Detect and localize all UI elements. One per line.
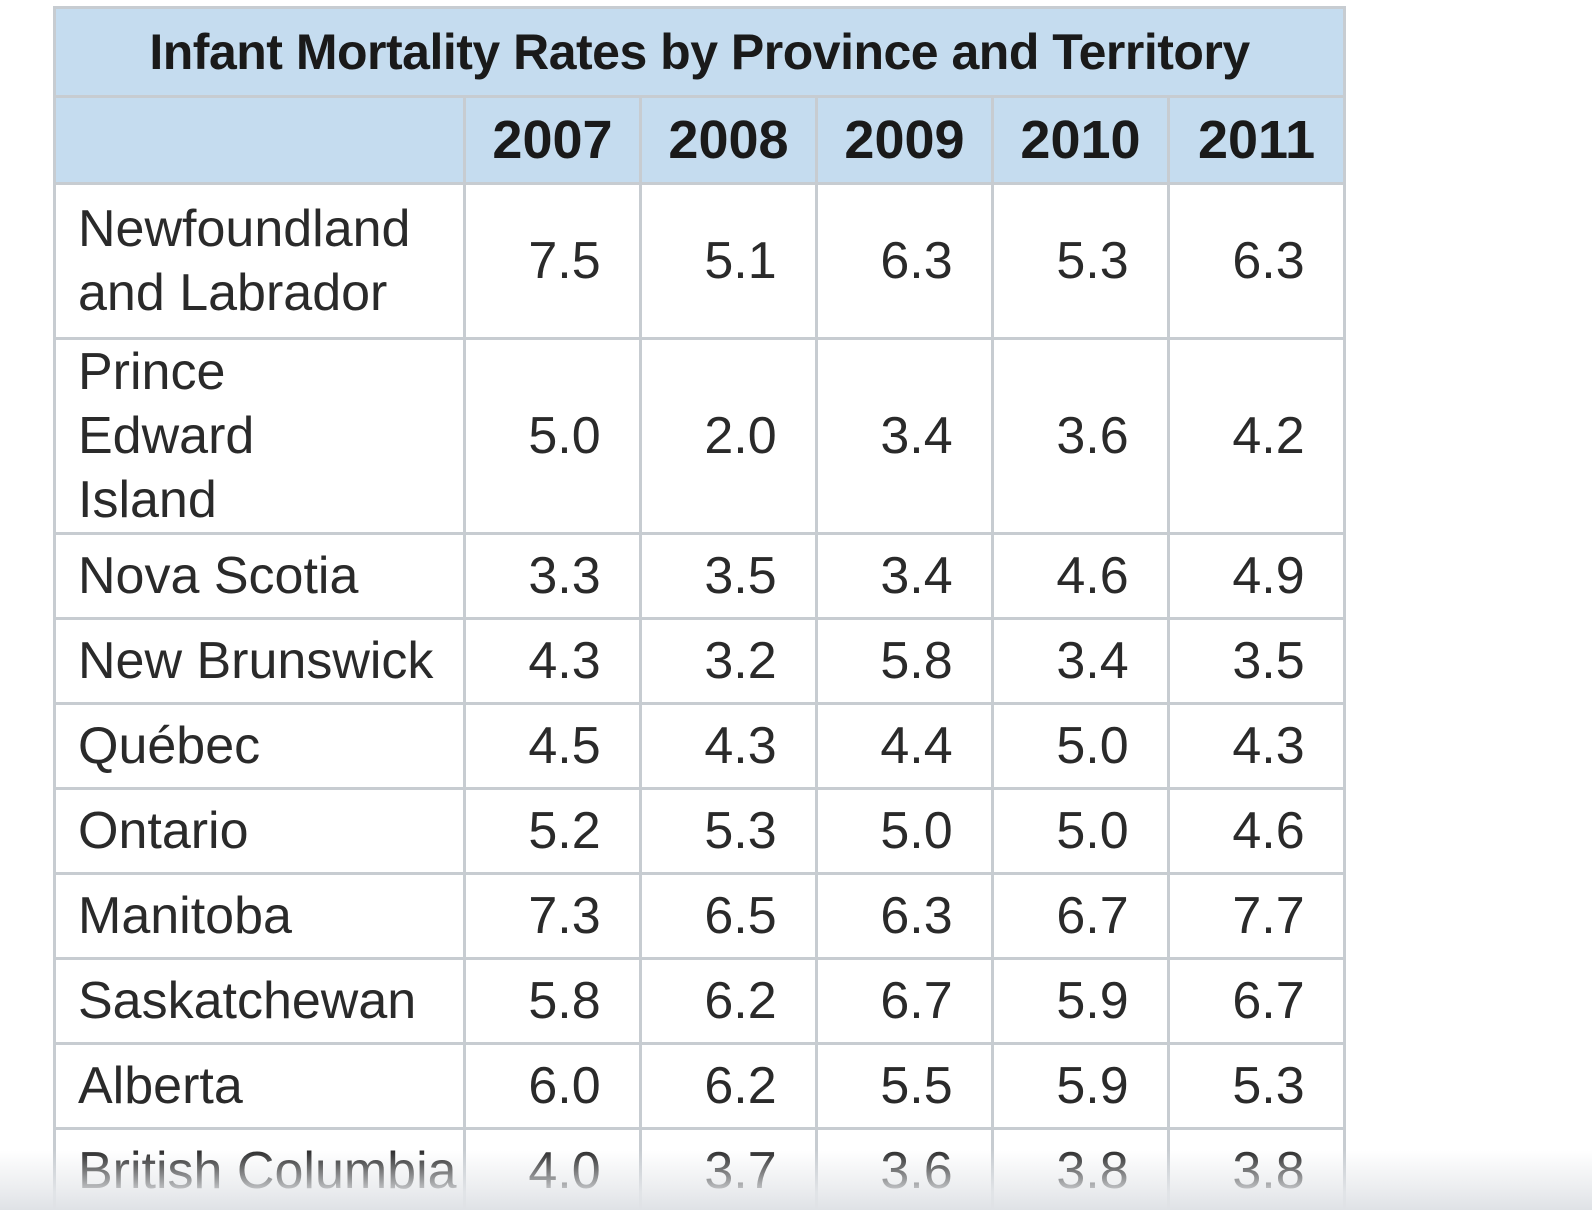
rate-cell: 3.6: [991, 337, 1170, 535]
year-header-2011: 2011: [1166, 95, 1347, 185]
rate-cell: 5.1: [639, 182, 818, 340]
table-row: Newfoundland and Labrador 7.5 5.1 6.3 5.…: [53, 182, 1347, 340]
rate-cell: 5.0: [991, 702, 1170, 790]
table-row: Manitoba 7.3 6.5 6.3 6.7 7.7: [53, 872, 1347, 960]
rate-cell: 3.8: [991, 1127, 1170, 1210]
rate-cell: 3.6: [815, 1127, 994, 1210]
rate-cell: 3.5: [1166, 617, 1347, 705]
table-row: Saskatchewan 5.8 6.2 6.7 5.9 6.7: [53, 957, 1347, 1045]
rate-cell: 6.5: [639, 872, 818, 960]
rate-cell: 6.3: [815, 182, 994, 340]
rate-cell: 6.7: [815, 957, 994, 1045]
rate-cell: 5.0: [991, 787, 1170, 875]
table-row: New Brunswick 4.3 3.2 5.8 3.4 3.5: [53, 617, 1347, 705]
rate-cell: 5.0: [815, 787, 994, 875]
rate-cell: 3.4: [815, 532, 994, 620]
rate-cell: 7.5: [463, 182, 642, 340]
rate-cell: 6.3: [1166, 182, 1347, 340]
table-row: Prince Edward Island 5.0 2.0 3.4 3.6 4.2: [53, 337, 1347, 535]
rate-cell: 5.2: [463, 787, 642, 875]
rate-cell: 3.8: [1166, 1127, 1347, 1210]
rate-cell: 5.9: [991, 957, 1170, 1045]
table-row: Québec 4.5 4.3 4.4 5.0 4.3: [53, 702, 1347, 790]
rate-cell: 4.9: [1166, 532, 1347, 620]
rate-cell: 3.4: [991, 617, 1170, 705]
rate-cell: 6.7: [1166, 957, 1347, 1045]
rate-cell: 7.7: [1166, 872, 1347, 960]
rate-cell: 7.3: [463, 872, 642, 960]
rate-cell: 6.2: [639, 1042, 818, 1130]
rate-cell: 4.3: [639, 702, 818, 790]
rate-cell: 6.3: [815, 872, 994, 960]
rate-cell: 4.3: [463, 617, 642, 705]
table-row: Nova Scotia 3.3 3.5 3.4 4.6 4.9: [53, 532, 1347, 620]
province-name: Québec: [53, 702, 466, 790]
year-header-row: 2007 2008 2009 2010 2011: [53, 95, 1347, 185]
rate-cell: 4.4: [815, 702, 994, 790]
year-header-2009: 2009: [815, 95, 994, 185]
rate-cell: 3.3: [463, 532, 642, 620]
rate-cell: 5.9: [991, 1042, 1170, 1130]
province-name: British Columbia: [53, 1127, 466, 1210]
table-row: Alberta 6.0 6.2 5.5 5.9 5.3: [53, 1042, 1347, 1130]
rate-cell: 6.7: [991, 872, 1170, 960]
infant-mortality-table-container: Infant Mortality Rates by Province and T…: [52, 6, 1347, 1210]
rate-cell: 5.0: [463, 337, 642, 535]
rate-cell: 2.0: [639, 337, 818, 535]
province-name: Alberta: [53, 1042, 466, 1130]
rate-cell: 4.0: [463, 1127, 642, 1210]
year-header-2010: 2010: [991, 95, 1170, 185]
province-name: New Brunswick: [53, 617, 466, 705]
year-header-2008: 2008: [639, 95, 818, 185]
province-name: Manitoba: [53, 872, 466, 960]
rate-cell: 5.5: [815, 1042, 994, 1130]
rate-cell: 6.0: [463, 1042, 642, 1130]
rate-cell: 5.3: [991, 182, 1170, 340]
table-title: Infant Mortality Rates by Province and T…: [52, 6, 1347, 98]
rate-cell: 3.7: [639, 1127, 818, 1210]
rate-cell: 5.8: [815, 617, 994, 705]
rate-cell: 3.2: [639, 617, 818, 705]
table-row: Ontario 5.2 5.3 5.0 5.0 4.6: [53, 787, 1347, 875]
corner-header-cell: [53, 95, 466, 185]
rate-cell: 4.3: [1166, 702, 1347, 790]
province-name: Prince Edward Island: [53, 337, 466, 535]
rate-cell: 4.6: [1166, 787, 1347, 875]
rate-cell: 5.3: [639, 787, 818, 875]
rate-cell: 6.2: [639, 957, 818, 1045]
rate-cell: 3.5: [639, 532, 818, 620]
table-row: British Columbia 4.0 3.7 3.6 3.8 3.8: [53, 1127, 1347, 1210]
rate-cell: 3.4: [815, 337, 994, 535]
year-header-2007: 2007: [463, 95, 642, 185]
province-name: Saskatchewan: [53, 957, 466, 1045]
province-name: Nova Scotia: [53, 532, 466, 620]
rate-cell: 5.8: [463, 957, 642, 1045]
infant-mortality-table: Infant Mortality Rates by Province and T…: [52, 6, 1347, 1210]
rate-cell: 5.3: [1166, 1042, 1347, 1130]
rate-cell: 4.6: [991, 532, 1170, 620]
rate-cell: 4.5: [463, 702, 642, 790]
rate-cell: 4.2: [1166, 337, 1347, 535]
province-name: Newfoundland and Labrador: [53, 182, 466, 340]
province-name: Ontario: [53, 787, 466, 875]
